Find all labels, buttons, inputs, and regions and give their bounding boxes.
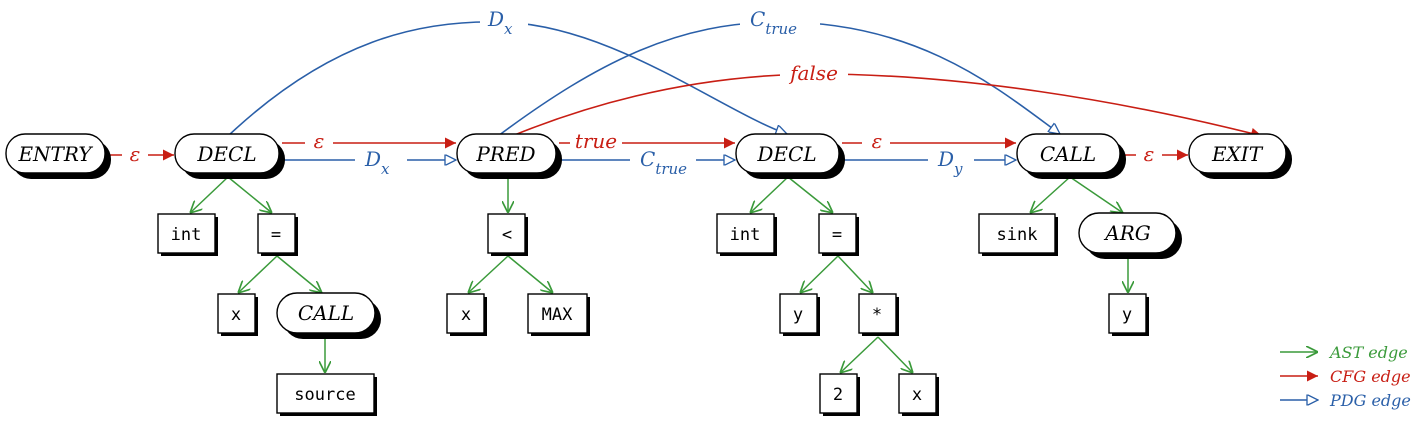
leaf-x-2-label: x [461,305,471,325]
leaf-int-2: int [716,213,777,256]
legend-pdg-label: PDG edge [1329,391,1411,410]
ast-edge-decl1-int [190,176,229,213]
leaf-max: MAX [527,293,590,336]
leaf-sink-label: sink [997,225,1038,245]
leaf-y-1: y [779,293,820,336]
leaf-int-2-label: int [730,225,761,245]
ast-edge-mul-x [877,336,913,373]
leaf-x-2: x [446,293,487,336]
leaf-int-1-label: int [171,225,202,245]
leaf-assign-1-label: = [271,225,281,245]
label-cfg-epsilon-1: ε [130,142,141,166]
label-pdg-dy-bottom: Dy [937,147,963,178]
leaf-sink: sink [978,213,1058,256]
label-pdg-ctrue-bottom: Ctrue [640,147,687,178]
node-decl-2-label: DECL [756,142,816,166]
ast-leaf-nodes: int = x source < x M [157,213,1149,416]
ast-edges [190,176,1128,373]
label-cfg-epsilon-3: ε [872,129,883,153]
leaf-y-1-label: y [793,305,803,325]
node-decl-1-label: DECL [196,142,256,166]
ast-edge-call-sink [1030,176,1071,213]
cfg-edge-pred-exit-arc [511,73,1263,139]
node-arg: ARG [1078,212,1179,256]
label-backgrounds [122,6,1162,182]
leaf-multiply-label: * [872,305,882,325]
ast-edge-eq2-mul [837,255,873,293]
leaf-two: 2 [819,373,860,416]
ast-edge-decl2-int [750,176,789,213]
legend-ast-label: AST edge [1328,343,1408,362]
leaf-assign-2: = [818,213,859,256]
leaf-y-2: y [1108,293,1149,336]
legend: AST edge CFG edge PDG edge [1280,343,1411,410]
node-exit-label: EXIT [1211,142,1264,166]
cfg-edge-labels: ε ε true ε ε false [130,61,1155,166]
ast-edge-decl1-eq [227,176,272,213]
node-entry: ENTRY [5,133,108,176]
leaf-less-than: < [487,213,528,256]
ast-edge-mul-2 [840,336,879,373]
ast-edge-eq1-call [276,255,322,293]
node-exit: EXIT [1188,133,1289,176]
leaf-x-1: x [217,293,258,336]
leaf-source-label: source [294,385,355,405]
pdg-edges [227,21,1060,160]
leaf-y-2-label: y [1122,305,1132,325]
leaf-assign-2-label: = [832,225,842,245]
ast-edge-lt-x [468,255,509,293]
legend-pdg: PDG edge [1280,391,1411,410]
leaf-max-label: MAX [542,305,573,325]
leaf-x-1-label: x [231,305,241,325]
leaf-int-1: int [157,213,218,256]
leaf-less-than-label: < [502,225,512,245]
legend-cfg: CFG edge [1280,367,1411,386]
leaf-two-label: 2 [833,385,843,405]
node-call-source-label: CALL [298,301,354,325]
leaf-multiply: * [858,293,899,336]
leaf-x-3: x [898,373,939,416]
node-call-source: CALL [276,292,378,336]
label-cfg-false: false [788,61,838,85]
ast-edge-lt-max [507,255,553,293]
label-cfg-epsilon-4: ε [1144,142,1155,166]
ast-edge-eq2-y [800,255,839,293]
ast-edge-call-arg [1069,176,1123,213]
node-decl-1: DECL [174,133,282,176]
label-pdg-dx-bottom: Dx [364,147,390,178]
leaf-source: source [276,373,377,416]
node-arg-label: ARG [1103,221,1151,245]
label-pdg-dx-top: Dx [487,7,513,38]
statement-nodes: ENTRY DECL PRED DECL CALL [5,133,1289,336]
node-entry-label: ENTRY [17,142,93,166]
leaf-assign-1: = [257,213,298,256]
label-pdg-ctrue-top: Ctrue [750,7,797,38]
ast-edge-decl2-eq [787,176,833,213]
ast-edge-eq1-x [238,255,278,293]
node-call-label: CALL [1040,142,1096,166]
node-decl-2: DECL [735,133,842,176]
pdg-edge-labels: Dx Ctrue Dy Dx Ctrue [364,7,963,178]
legend-ast: AST edge [1280,343,1408,362]
label-cfg-true: true [575,129,617,153]
node-pred: PRED [456,133,559,176]
legend-cfg-label: CFG edge [1330,367,1411,386]
label-cfg-epsilon-2: ε [314,129,325,153]
node-call: CALL [1016,133,1123,176]
leaf-x-3-label: x [912,385,922,405]
node-pred-label: PRED [475,142,535,166]
